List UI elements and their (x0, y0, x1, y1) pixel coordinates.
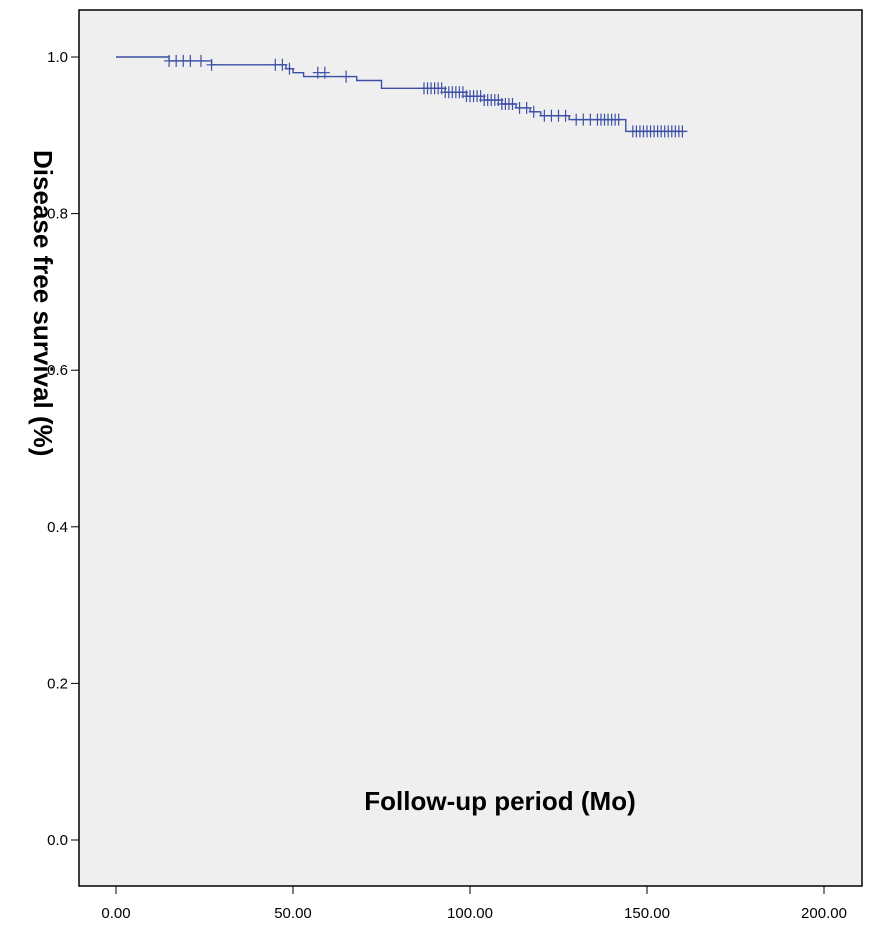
censor-mark (507, 97, 518, 110)
x-tick-label: 150.00 (624, 905, 670, 922)
censor-mark (319, 66, 330, 79)
y-tick-label: 0.6 (47, 362, 68, 379)
censor-mark (195, 54, 206, 67)
y-axis-title: Disease free survival (%) (28, 150, 58, 456)
censor-mark (560, 109, 571, 122)
y-axis: 0.0 0.2 0.4 0.6 0.8 1.0 (47, 49, 79, 849)
censor-mark (284, 62, 295, 75)
censor-mark (528, 105, 539, 118)
x-axis-title: Follow-up period (Mo) (364, 786, 636, 816)
censor-mark (277, 58, 288, 71)
y-tick-label: 0.0 (47, 832, 68, 849)
censor-mark (613, 113, 624, 126)
censor-mark (341, 70, 352, 83)
y-tick-label: 0.2 (47, 675, 68, 692)
y-tick-label: 0.8 (47, 206, 68, 223)
y-tick-label: 1.0 (47, 49, 68, 66)
x-tick-label: 100.00 (447, 905, 493, 922)
censor-mark (677, 125, 688, 138)
y-tick-label: 0.4 (47, 519, 68, 536)
x-tick-label: 200.00 (801, 905, 847, 922)
censor-mark (206, 58, 217, 71)
censor-mark (521, 101, 532, 114)
plot-area (78, 9, 863, 887)
censor-mark (185, 54, 196, 67)
x-axis: 0.00 50.00 100.00 150.00 200.00 (101, 886, 847, 922)
x-tick-label: 50.00 (274, 905, 312, 922)
censored-marks (164, 54, 688, 138)
x-tick-label: 0.00 (101, 905, 130, 922)
